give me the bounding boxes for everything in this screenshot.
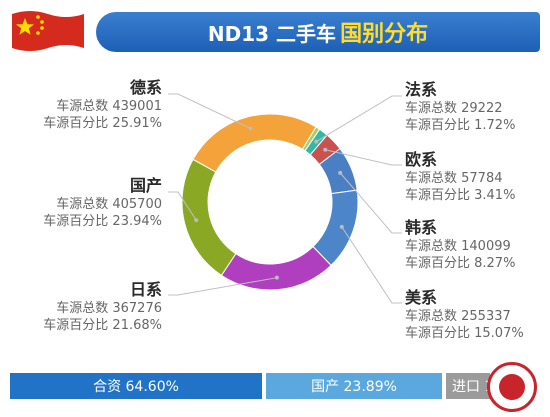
title-banner: ND13 二手车 国别分布 — [96, 12, 540, 52]
slice-4 — [220, 245, 332, 291]
page-title: ND13 二手车 — [207, 21, 337, 46]
leader-line — [339, 172, 402, 234]
page-title-highlight: 国别分布 — [340, 22, 429, 47]
label-ou-name: 欧系 — [405, 150, 438, 169]
label-guochan-pct: 车源百分比 23.94% — [43, 214, 162, 229]
label-fa-pct: 车源百分比 1.72% — [405, 118, 516, 133]
label-ou-count: 车源总数 57784 — [405, 171, 503, 186]
label-fa-name: 法系 — [405, 80, 438, 99]
label-guochan-name: 国产 — [129, 176, 162, 195]
seal-logo-icon — [487, 362, 537, 412]
label-mei-name: 美系 — [405, 288, 438, 307]
label-ri-count: 车源总数 367276 — [56, 301, 162, 316]
label-de: 德系 车源总数 439001 车源百分比 25.91% — [43, 78, 162, 132]
label-de-pct: 车源百分比 25.91% — [43, 116, 162, 131]
label-mei-pct: 车源百分比 15.07% — [405, 326, 524, 341]
slice-6 — [192, 113, 317, 173]
label-han-name: 韩系 — [405, 218, 438, 237]
label-ri-pct: 车源百分比 21.68% — [43, 318, 162, 333]
label-ri-name: 日系 — [129, 280, 162, 299]
label-han-count: 车源总数 140099 — [405, 239, 511, 254]
leader-line — [325, 149, 402, 166]
leader-line — [168, 191, 197, 221]
summary-guochan: 国产 23.89% — [266, 373, 442, 399]
leader-line — [168, 93, 251, 129]
label-ou: 欧系 车源总数 57784 车源百分比 3.41% — [405, 150, 515, 204]
leader-line — [341, 226, 402, 304]
label-fa: 法系 车源总数 29222 车源百分比 1.72% — [405, 80, 515, 134]
label-han: 韩系 车源总数 140099 车源百分比 8.27% — [405, 218, 515, 272]
label-ou-pct: 车源百分比 3.41% — [405, 188, 516, 203]
slice-5 — [181, 158, 237, 277]
china-flag-icon — [12, 11, 84, 51]
label-han-pct: 车源百分比 8.27% — [405, 256, 516, 271]
summary-bar: 合资 64.60% 国产 23.89% 进口 11.51% — [10, 373, 490, 399]
summary-jinkou: 进口 11.51% — [446, 373, 490, 399]
label-fa-count: 车源总数 29222 — [405, 101, 503, 116]
leader-line — [315, 95, 402, 143]
summary-hezi: 合资 64.60% — [10, 373, 262, 399]
label-ri: 日系 车源总数 367276 车源百分比 21.68% — [43, 280, 162, 334]
label-mei-count: 车源总数 255337 — [405, 309, 511, 324]
label-de-name: 德系 — [129, 78, 162, 97]
big-star-icon — [16, 18, 34, 35]
label-guochan: 国产 车源总数 405700 车源百分比 23.94% — [43, 176, 162, 230]
leader-line — [168, 277, 278, 296]
label-mei: 美系 车源总数 255337 车源百分比 15.07% — [405, 288, 524, 342]
label-guochan-count: 车源总数 405700 — [56, 197, 162, 212]
label-de-count: 车源总数 439001 — [56, 99, 162, 114]
